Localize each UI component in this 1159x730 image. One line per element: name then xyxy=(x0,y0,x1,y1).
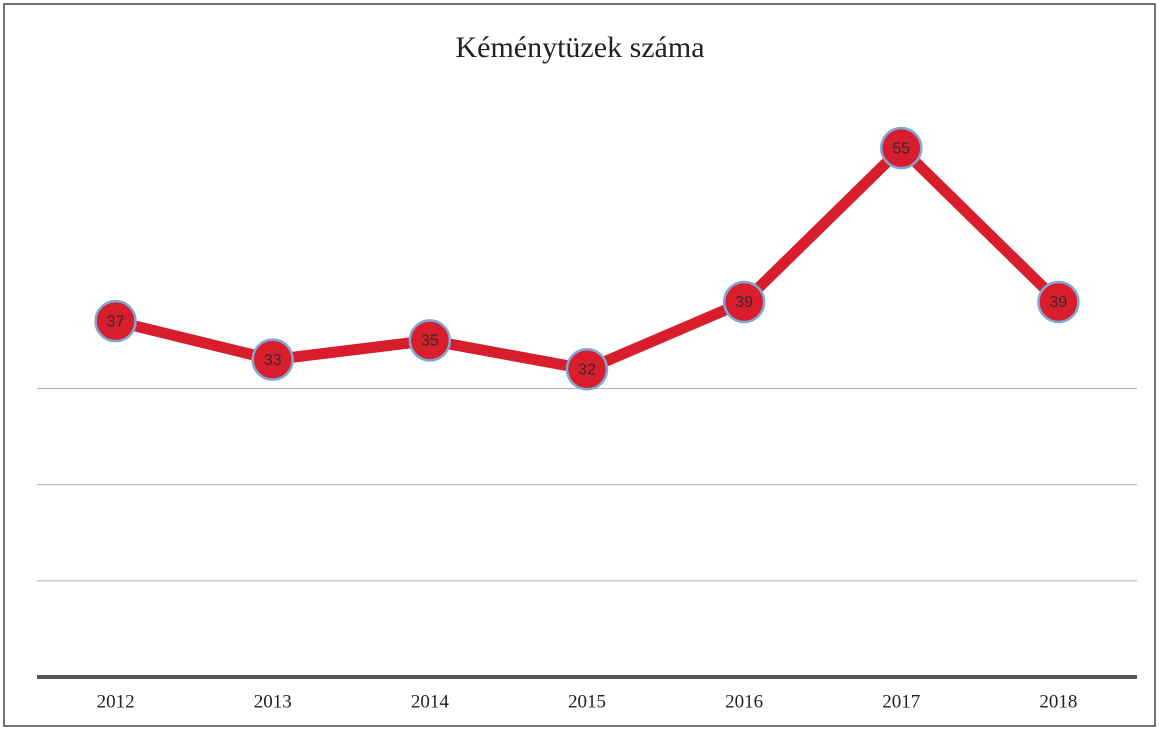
x-tick-label: 2018 xyxy=(1039,691,1077,712)
data-label: 39 xyxy=(735,294,753,311)
data-label: 35 xyxy=(421,333,439,350)
x-tick-label: 2012 xyxy=(97,691,135,712)
x-tick-label: 2015 xyxy=(568,691,606,712)
data-point xyxy=(408,319,452,362)
data-label: 39 xyxy=(1050,294,1068,311)
data-label: 55 xyxy=(892,140,910,157)
data-label: 32 xyxy=(578,361,596,378)
data-label: 33 xyxy=(264,352,282,369)
data-point xyxy=(251,338,294,381)
chart-title: Kéménytüzek száma xyxy=(455,31,704,64)
data-point xyxy=(880,126,923,170)
data-point xyxy=(722,280,766,324)
data-point xyxy=(1037,280,1080,324)
x-tick-label: 2014 xyxy=(411,691,450,712)
x-tick-label: 2017 xyxy=(882,691,920,712)
data-point xyxy=(94,299,137,343)
x-tick-label: 2013 xyxy=(254,691,292,712)
data-point xyxy=(565,348,609,391)
x-tick-label: 2016 xyxy=(725,691,763,712)
data-label: 37 xyxy=(107,313,125,330)
